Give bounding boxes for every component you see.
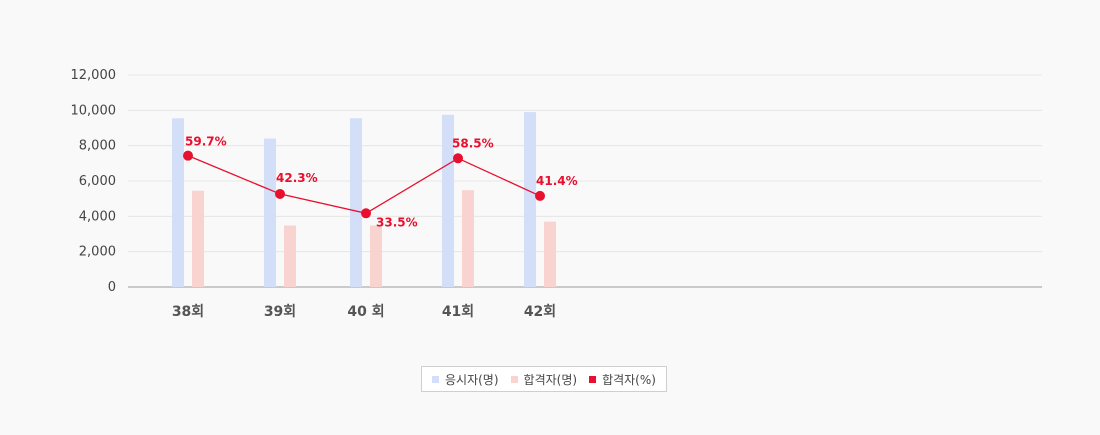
data-label-pass-rate: 41.4%: [536, 174, 578, 188]
legend-swatch-pass-rate: [589, 375, 597, 383]
bar-passers: [370, 225, 382, 287]
legend-swatch-applicants: [432, 375, 439, 383]
bar-passers: [462, 190, 474, 287]
y-tick-label: 6,000: [79, 174, 116, 189]
y-tick-label: 4,000: [79, 209, 116, 224]
line-pass-rate: [187, 155, 541, 214]
bar-passers: [284, 225, 296, 287]
x-tick-label: 41회: [442, 304, 474, 320]
bar-passers: [192, 190, 204, 287]
y-tick-label: 10,000: [71, 103, 117, 118]
y-tick-label: 12,000: [71, 68, 117, 83]
x-tick-label: 39회: [264, 304, 296, 320]
data-label-pass-rate: 58.5%: [452, 136, 494, 150]
x-tick-label: 40 회: [347, 304, 384, 320]
x-tick-label: 38회: [172, 304, 204, 320]
bar-passers: [544, 221, 556, 287]
bar-applicants: [442, 114, 454, 287]
legend-swatch-passers: [510, 375, 518, 383]
data-label-pass-rate: 33.5%: [376, 215, 418, 229]
legend-item-passers: 합격자(명): [510, 371, 578, 388]
point-pass-rate: [453, 153, 463, 164]
y-tick-label: 8,000: [79, 139, 116, 154]
data-label-pass-rate: 42.3%: [276, 171, 318, 185]
point-pass-rate: [183, 150, 193, 161]
data-label-pass-rate: 59.7%: [185, 135, 227, 149]
legend-label-pass-rate: 합격자(%): [602, 372, 656, 387]
legend-label-passers: 합격자(명): [523, 372, 578, 387]
point-pass-rate: [275, 188, 285, 199]
legend-label-applicants: 응시자(명): [445, 372, 499, 387]
point-pass-rate: [361, 208, 371, 219]
x-tick-label: 42회: [524, 304, 556, 320]
bar-applicants: [264, 138, 276, 287]
y-tick-label: 0: [108, 280, 116, 295]
legend-item-applicants: 응시자(명): [432, 371, 499, 388]
bar-applicants: [524, 112, 536, 287]
legend: 응시자(명) 합격자(명) 합격자(%): [421, 366, 667, 392]
point-pass-rate: [535, 190, 545, 201]
y-tick-label: 2,000: [79, 245, 116, 260]
bar-applicants: [172, 118, 184, 288]
bar-applicants: [350, 118, 362, 288]
legend-item-pass-rate: 합격자(%): [589, 371, 656, 388]
